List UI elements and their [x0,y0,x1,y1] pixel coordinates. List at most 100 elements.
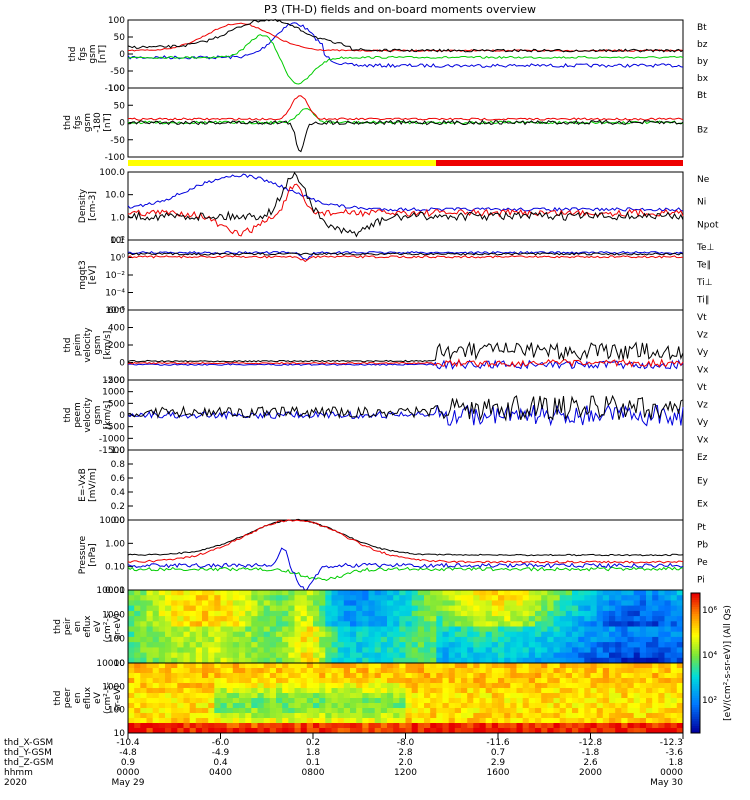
spectro-cell [510,590,517,596]
spectro-cell [350,657,357,664]
spectro-cell [405,698,413,704]
spectro-cell [559,708,567,714]
spectro-cell [165,636,172,643]
spectro-cell [485,605,493,612]
spectro-cell [405,616,413,622]
spectro-cell [485,668,493,674]
spectro-cell [461,616,468,622]
spectro-cell [356,631,363,638]
spectro-cell [128,590,135,596]
spectro-cell [214,657,221,664]
spectro-cell [473,605,480,612]
spectro-cell [436,636,443,643]
spectro-cell [313,723,320,729]
spectro-cell [257,616,265,622]
spectro-cell [158,616,166,622]
spectro-cell [208,668,215,674]
spectro-cell [522,713,530,719]
spectro-cell [165,723,172,729]
spectro-cell [208,708,215,714]
spectro-cell [405,657,413,664]
spectro-cell [572,688,579,694]
spectro-cell [368,657,376,664]
spectro-cell [565,616,573,622]
spectro-cell [325,713,332,719]
spectro-cell [343,718,351,724]
spectro-cell [572,693,579,699]
y-tick-label: 1.0 [111,213,126,223]
spectro-cell [498,678,505,684]
colorbar-cell [691,709,700,713]
spectro-cell [664,713,672,719]
colorbar-cell [691,672,700,676]
spectro-cell [300,703,308,709]
spectro-cell [380,683,388,689]
spectro-cell [510,600,517,606]
spectro-cell [448,605,456,612]
spectro-cell [498,642,505,648]
y-tick-label: -100 [105,153,126,163]
y-axis-label: peer [63,687,73,708]
spectro-cell [417,728,425,734]
spectro-cell [325,728,332,734]
spectro-cell [177,683,184,689]
spectro-cell [405,663,413,669]
spectro-cell [387,718,394,724]
spectro-cell [152,718,160,724]
spectro-cell [541,636,548,643]
spectro-cell [251,595,258,601]
spectro-cell [658,652,665,659]
spectro-cell [652,718,659,724]
spectro-cell [547,647,554,653]
spectro-cell [479,616,487,622]
spectro-cell [491,631,499,638]
spectro-cell [380,652,388,659]
spectro-cell [646,636,653,643]
y-axis-label: fgs [78,47,88,61]
spectro-cell [454,668,462,674]
spectro-cell [399,631,406,638]
spectro-cell [294,652,302,659]
spectro-cell [183,728,191,734]
y-axis-label: (cm²-s- [103,682,113,714]
spectro-cell [331,693,339,699]
spectro-cell [183,718,191,724]
spectro-cell [158,626,166,633]
spectro-cell [325,610,332,617]
spectro-cell [646,631,653,638]
spectro-cell [430,605,437,612]
spectro-cell [220,703,228,709]
spectro-cell [602,610,610,617]
spectro-cell [454,688,462,694]
spectro-cell [195,590,203,596]
spectro-cell [393,642,400,648]
spectro-cell [380,668,388,674]
spectro-cell [356,728,363,734]
spectro-cell [226,631,234,638]
spectro-cell [350,673,357,679]
spectro-cell [356,703,363,709]
spectro-cell [152,642,160,648]
spectro-cell [436,718,443,724]
spectro-cell [337,631,345,638]
spectro-cell [263,631,271,638]
spectro-cell [572,595,579,601]
spectro-cell [325,616,332,622]
spectro-cell [288,673,295,679]
spectro-cell [276,621,283,627]
spectro-cell [177,621,184,627]
spectro-cell [547,636,554,643]
spectro-cell [214,621,221,627]
spectro-cell [306,693,314,699]
spectro-cell [578,688,585,694]
spectro-cell [263,668,271,674]
spectro-cell [140,631,147,638]
spectro-cell [232,708,240,714]
spectro-cell [510,610,517,617]
spectro-cell [491,657,499,664]
spectro-cell [417,605,425,612]
spectro-cell [602,621,610,627]
spectro-cell [491,621,499,627]
spectro-cell [639,723,647,729]
spectro-cell [245,673,252,679]
